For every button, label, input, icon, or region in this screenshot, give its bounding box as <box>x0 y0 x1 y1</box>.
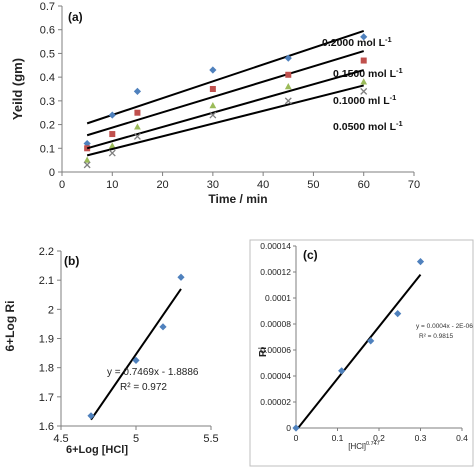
x-tick-label: 50 <box>307 179 319 191</box>
trendline <box>86 29 365 125</box>
data-point <box>292 424 300 432</box>
y-tick-label: 0.7 <box>40 1 55 13</box>
y-tick-label: 0.00012 <box>260 267 291 277</box>
y-tick-label: 0.5 <box>40 48 55 60</box>
series-label: 0.1500 mol L-1 <box>333 66 403 80</box>
data-point <box>134 123 141 130</box>
data-point <box>133 132 141 140</box>
data-point <box>416 258 425 266</box>
data-point <box>360 33 368 41</box>
series-label: 0.2000 mol L-1 <box>322 35 392 49</box>
y-tick-label: 2.1 <box>39 275 54 287</box>
x-tick-label: 10 <box>106 179 118 191</box>
data-point <box>360 57 367 64</box>
y-tick-label: 1.9 <box>39 334 54 346</box>
y-tick-label: 0.4 <box>40 72 55 84</box>
trendline <box>86 50 365 137</box>
y-tick-label: 0 <box>286 423 291 433</box>
x-tick-label: 0 <box>294 433 299 443</box>
y-tick-label: 0.00014 <box>260 241 291 251</box>
x-tick-label: 0 <box>59 179 65 191</box>
chart-frame <box>249 239 474 467</box>
data-point <box>159 323 167 331</box>
y-tick-label: 2.2 <box>39 246 54 258</box>
y-tick-label: 0.00004 <box>260 371 291 381</box>
data-point <box>284 54 292 62</box>
data-point <box>209 111 217 119</box>
data-point <box>360 87 368 95</box>
y-axis-title: Ri <box>258 347 269 357</box>
panel-a-chart: 0 0.1 0.2 0.3 0.4 0.5 0.6 0.7 0 10 20 30 40 50 60 70 (a)… <box>10 1 420 206</box>
panel-b-chart: 1.6 1.7 1.8 1.9 2 2.1 2.2 4.5 5 5.5 (b) 6+Log [HCl]… <box>3 246 219 456</box>
y-tick-label: 0 <box>49 167 55 179</box>
data-point <box>133 87 142 95</box>
data-point <box>284 83 292 90</box>
x-tick-label: 70 <box>408 179 420 191</box>
data-point <box>83 161 91 169</box>
x-axis-title: 6+Log [HCl] <box>66 444 128 456</box>
y-tick-label: 2 <box>48 304 54 316</box>
x-tick-label: 5.5 <box>203 433 218 445</box>
y-tick-label: 0.1 <box>40 143 55 155</box>
x-tick-label: 0.4 <box>456 433 468 443</box>
series-label: 0.0500 mol L-1 <box>333 119 403 133</box>
y-tick-label: 0.2 <box>40 120 55 132</box>
trendline <box>90 288 182 421</box>
x-tick-label: 0.2 <box>373 433 385 443</box>
series-label: 0.1000 ml L-1 <box>333 93 396 107</box>
r-squared-label: R² = 0.9815 <box>419 333 454 340</box>
data-point <box>83 156 91 163</box>
regression-equation: y = 0.0004x - 2E-06 <box>416 323 473 330</box>
panel-label: (b) <box>64 254 79 268</box>
y-tick-label: 0.00006 <box>260 345 291 355</box>
y-tick-label: 1.6 <box>39 421 54 433</box>
data-point <box>177 273 185 281</box>
y-tick-label: 0.00008 <box>260 319 291 329</box>
data-point <box>108 111 116 119</box>
data-point <box>338 367 346 375</box>
data-point <box>109 131 116 138</box>
x-axis-title: [HCl]0.747 <box>348 441 380 451</box>
x-tick-label: 4.5 <box>53 433 68 445</box>
panel-c-chart: 0 0.00002 0.00004 0.00006 0.00008 0.0001 0.000… <box>249 239 474 467</box>
data-point <box>360 78 368 85</box>
y-tick-label: 0.3 <box>40 96 55 108</box>
data-point <box>367 337 375 345</box>
trendline <box>86 84 364 157</box>
y-axis-title: Yeild (gm) <box>10 58 25 120</box>
y-tick-label: 1.7 <box>39 392 54 404</box>
x-tick-label: 60 <box>358 179 370 191</box>
data-point <box>285 71 292 78</box>
y-tick-label: 1.8 <box>39 363 54 375</box>
data-point <box>134 109 141 116</box>
data-point <box>209 102 217 109</box>
data-point <box>108 142 116 149</box>
x-tick-label: 30 <box>207 179 219 191</box>
x-tick-label: 5 <box>133 433 139 445</box>
x-tick-label: 0.3 <box>415 433 427 443</box>
trendline <box>86 69 364 150</box>
data-point <box>87 412 95 420</box>
data-point <box>132 356 140 364</box>
regression-equation: y = 0.7469x - 1.8886 <box>107 367 199 378</box>
data-point <box>108 149 116 157</box>
panel-label: (c) <box>303 248 318 262</box>
x-tick-label: 40 <box>257 179 269 191</box>
y-tick-label: 0.00002 <box>260 397 291 407</box>
trendline <box>297 273 422 429</box>
x-tick-label: 20 <box>156 179 168 191</box>
data-point <box>284 97 292 105</box>
panel-label: (a) <box>68 10 83 24</box>
x-axis-title: Time / min <box>208 192 267 206</box>
data-point <box>394 310 402 318</box>
r-squared-label: R² = 0.972 <box>120 382 167 393</box>
y-tick-label: 0.0001 <box>265 293 291 303</box>
x-tick-label: 0.1 <box>332 433 344 443</box>
y-tick-label: 0.6 <box>40 25 55 37</box>
data-point <box>209 86 216 92</box>
data-point <box>209 66 217 74</box>
y-axis-title: 6+Log Ri <box>3 300 17 351</box>
